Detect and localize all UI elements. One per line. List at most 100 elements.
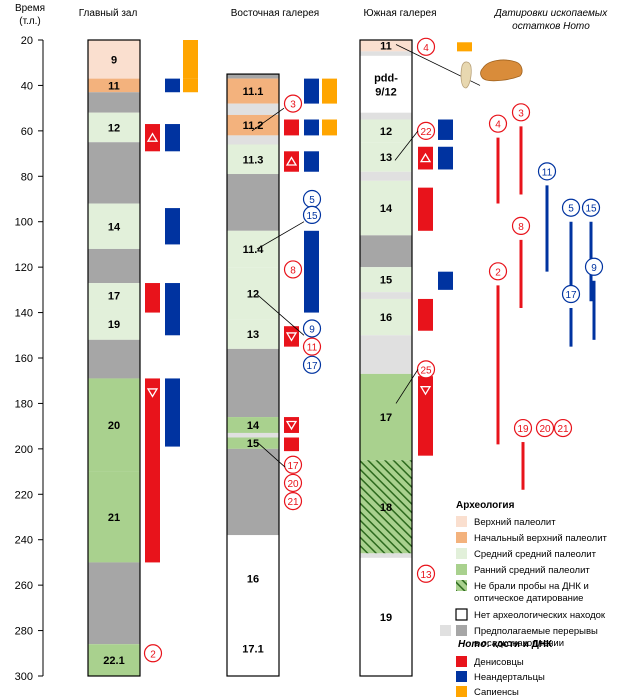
legend-swatch (456, 580, 467, 591)
evidence-box (438, 119, 453, 140)
layer-label: 14 (247, 420, 260, 432)
sample-circle-label: 25 (420, 365, 432, 376)
bone-fragment-image (460, 61, 472, 89)
layer (88, 339, 140, 379)
evidence-box (304, 151, 319, 172)
legend-label: Верхний палеолит (474, 517, 556, 528)
layer (360, 557, 412, 676)
triangle-marker (285, 156, 298, 166)
dating-circle-label: 11 (542, 167, 553, 178)
legend-swatch (456, 564, 467, 575)
evidence-box (145, 283, 160, 313)
triangle-marker (285, 420, 298, 431)
layer-label: 9 (111, 54, 117, 66)
axis-tick-label: 80 (21, 171, 33, 183)
leader-line (256, 294, 305, 336)
column-border (359, 39, 413, 677)
legend-label: Денисовцы (474, 657, 524, 668)
layer-label: pdd- (374, 72, 398, 84)
layer (88, 112, 140, 143)
layer (360, 119, 412, 143)
layer (227, 432, 279, 438)
triangle-marker (146, 388, 159, 398)
layer (360, 460, 412, 554)
dating-circle (581, 198, 601, 217)
layer-label: 13 (247, 329, 259, 341)
dating-circle (535, 418, 555, 438)
dating-circle-label: 3 (518, 108, 524, 119)
legend-swatch (456, 532, 467, 543)
layer (360, 51, 412, 56)
leader-line (256, 441, 286, 468)
legend-label: Начальный верхний палеолит (474, 533, 608, 544)
layer-label: 12 (108, 122, 120, 134)
layer-label: 15 (380, 275, 392, 287)
sample-circle-label: 3 (290, 100, 296, 111)
leader-line (394, 130, 419, 161)
dating-circle (511, 103, 531, 122)
sample-circle (302, 355, 322, 374)
sample-circle (416, 564, 436, 583)
axis-title: Время (15, 3, 45, 14)
legend-swatch (456, 516, 467, 527)
legend-swatch (456, 671, 467, 682)
layer (227, 437, 279, 449)
legend-label: Неандертальцы (474, 672, 545, 683)
layer (88, 78, 140, 93)
legend-swatch (455, 608, 468, 621)
layer (227, 348, 279, 418)
sample-circle (302, 319, 322, 338)
sample-circle-label: 9 (309, 324, 315, 335)
layer (88, 644, 140, 676)
triangle-marker (285, 332, 298, 342)
layer (88, 378, 140, 472)
evidence-box (183, 40, 198, 79)
layer (227, 144, 279, 175)
dating-panel-title-2: остатков Homo (512, 21, 590, 32)
column-title: Восточная галерея (231, 8, 319, 19)
column-title: Южная галерея (364, 8, 437, 19)
layer (360, 55, 412, 113)
dating-circle (488, 114, 508, 133)
homo-italic: Homo (458, 639, 486, 650)
legend-label: Предполагаемые перерывы (474, 626, 598, 637)
axis-title-unit: (т.л.) (19, 16, 41, 27)
dating-circle-label: 17 (565, 290, 577, 301)
dating-circle-label: 4 (495, 120, 501, 131)
layer-label: 11.4 (243, 244, 265, 256)
evidence-box (145, 124, 160, 152)
sample-circle-label: 17 (287, 461, 299, 472)
layer (227, 74, 279, 79)
dating-circle (584, 257, 604, 276)
evidence-box (145, 378, 160, 563)
layer (360, 180, 412, 236)
sample-circle-label: 20 (287, 479, 299, 490)
column-border (226, 73, 280, 677)
layer (360, 292, 412, 299)
layer-label: 20 (108, 420, 120, 432)
homo-legend-title-rest: : кости и ДНК (486, 639, 553, 650)
dating-circle (553, 418, 573, 438)
evidence-box (165, 124, 180, 152)
axis-tick-label: 20 (21, 35, 33, 47)
axis-tick-label: 220 (15, 489, 33, 501)
dating-circle (513, 418, 533, 438)
layer (227, 135, 279, 145)
triangle-marker (419, 386, 432, 396)
layer-label: 12 (247, 288, 259, 300)
evidence-box (322, 78, 337, 104)
evidence-box (304, 119, 319, 136)
axis-tick-label: 180 (15, 398, 33, 410)
layer (88, 203, 140, 249)
sample-circle (283, 455, 303, 474)
layer (360, 267, 412, 293)
dating-circle-label: 15 (585, 204, 597, 215)
layer (360, 553, 412, 558)
layer-label: 19 (380, 612, 392, 624)
layer (360, 373, 412, 461)
sample-circle-label: 13 (420, 570, 432, 581)
evidence-box (322, 119, 337, 136)
layer-label: 15 (247, 438, 259, 450)
layer (227, 174, 279, 231)
